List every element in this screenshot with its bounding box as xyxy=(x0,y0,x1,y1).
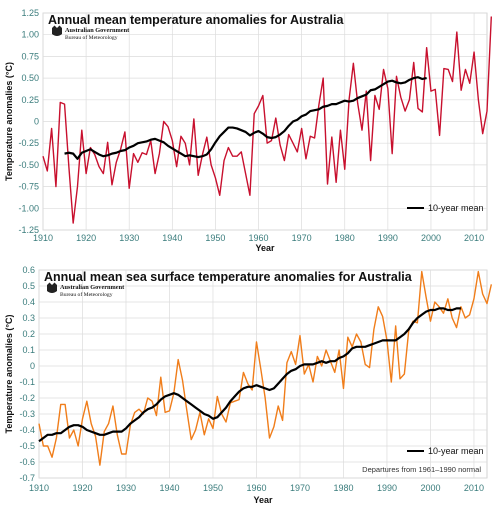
chart-1: 1.25 1.00 0.75 0.50 0.25 0 -0.25 -0.50 -0.75 -1.0… xyxy=(4,8,493,253)
y-tick-label: -0.25 xyxy=(18,138,39,148)
y-tick-label: 0.4 xyxy=(22,297,35,307)
x-tick-label: 1950 xyxy=(203,483,223,493)
normal-note: Departures from 1961–1990 normal xyxy=(362,465,481,474)
y-axis-label: Temperature anomalies (°C) xyxy=(4,62,14,181)
x-axis-label: Year xyxy=(255,243,275,253)
y-tick-label: 0.1 xyxy=(22,345,35,355)
coat-of-arms-icon xyxy=(52,25,62,36)
x-tick-label: 1920 xyxy=(76,233,96,243)
mean-line xyxy=(38,307,461,443)
x-tick-label: 1950 xyxy=(205,233,225,243)
x-tick-label: 1990 xyxy=(377,483,397,493)
x-tick-label: 1980 xyxy=(335,233,355,243)
y-tick-label: -1.00 xyxy=(18,203,39,213)
x-axis-label: Year xyxy=(253,495,273,505)
y-tick-label: -0.75 xyxy=(18,182,39,192)
y-tick-label: -0.4 xyxy=(19,425,35,435)
x-tick-label: 1970 xyxy=(292,233,312,243)
y-tick-label: -0.2 xyxy=(19,393,35,403)
x-tick-label: 2000 xyxy=(421,233,441,243)
x-tick-label: 1930 xyxy=(116,483,136,493)
x-tick-label: 1910 xyxy=(33,233,53,243)
y-tick-label: -0.1 xyxy=(19,377,35,387)
x-tick-label: 2010 xyxy=(464,233,484,243)
x-tick-label: 1910 xyxy=(29,483,49,493)
logo-line-1: Australian Government xyxy=(60,284,125,291)
x-tick-label: 1980 xyxy=(333,483,353,493)
y-tick-label: 0.2 xyxy=(22,329,35,339)
x-tick-label: 1940 xyxy=(162,233,182,243)
y-tick-label: 1.25 xyxy=(21,8,39,18)
y-tick-label: 1.00 xyxy=(21,30,39,40)
y-tick-label: 0.25 xyxy=(21,95,39,105)
logo-line-2: Bureau of Meteorology xyxy=(60,291,113,298)
y-tick-label: -0.5 xyxy=(19,441,35,451)
y-tick-label: 0.75 xyxy=(21,51,39,61)
y-axis-label: Temperature anomalies (°C) xyxy=(4,315,14,434)
y-tick-label: -1.25 xyxy=(18,225,39,235)
y-tick-label: 0.50 xyxy=(21,73,39,83)
y-tick-label: 0.3 xyxy=(22,313,35,323)
legend-label: 10-year mean xyxy=(428,203,484,213)
annual-anomaly-line xyxy=(38,270,493,466)
y-tick-label: -0.50 xyxy=(18,160,39,170)
logo-line-1: Australian Government xyxy=(65,27,130,34)
y-tick-label: -0.3 xyxy=(19,409,35,419)
y-tick-label: -0.7 xyxy=(19,473,35,483)
chart-title: Annual mean sea surface temperature anom… xyxy=(44,270,413,284)
x-tick-label: 1940 xyxy=(159,483,179,493)
y-tick-label: 0 xyxy=(34,117,39,127)
mean-line xyxy=(64,76,427,160)
x-tick-label: 2000 xyxy=(420,483,440,493)
coat-of-arms-icon xyxy=(47,282,57,293)
x-tick-label: 1960 xyxy=(249,233,269,243)
logo-line-2: Bureau of Meteorology xyxy=(65,34,118,41)
x-tick-label: 1960 xyxy=(246,483,266,493)
y-tick-label: -0.6 xyxy=(19,457,35,467)
y-tick-label: 0.5 xyxy=(22,281,35,291)
x-tick-label: 1920 xyxy=(72,483,92,493)
y-tick-label: 0.6 xyxy=(22,265,35,275)
x-tick-label: 1930 xyxy=(119,233,139,243)
chart-2: 0.6 0.5 0.4 0.3 0.2 0.1 0 -0.1 -0.2 -0.3 -0.4 -0.5 -… xyxy=(4,265,493,505)
plot-area xyxy=(38,269,488,479)
annual-anomaly-line xyxy=(42,16,493,224)
legend-label: 10-year mean xyxy=(428,446,484,456)
x-tick-label: 2010 xyxy=(464,483,484,493)
x-tick-label: 1970 xyxy=(290,483,310,493)
x-tick-label: 1990 xyxy=(378,233,398,243)
chart-title: Annual mean temperature anomalies for Au… xyxy=(48,13,345,27)
y-tick-label: 0 xyxy=(30,361,35,371)
